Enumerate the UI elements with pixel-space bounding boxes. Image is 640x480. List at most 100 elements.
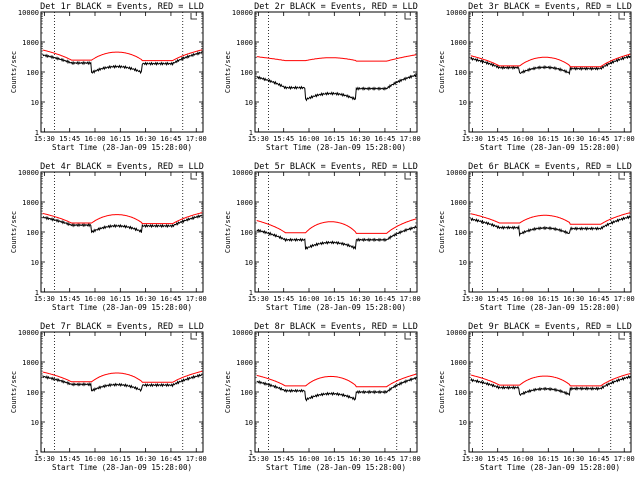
x-tick-label: 15:30: [34, 135, 55, 143]
y-tick-label: 1000: [450, 39, 467, 47]
events-series-line: [256, 225, 417, 251]
y-tick-label: 1000: [450, 359, 467, 367]
events-series-line: [256, 73, 417, 102]
plot-frame: [468, 171, 632, 293]
x-tick-label: 16:00: [298, 455, 319, 463]
y-tick-label: 10000: [18, 169, 39, 177]
events-series-line: [42, 373, 203, 393]
y-tick-label: 100: [240, 229, 253, 237]
y-axis-label: Counts/sec: [438, 211, 446, 253]
x-tick-label: 15:45: [59, 455, 80, 463]
detector-panel-1: Det 1r BLACK = Events, RED = LLD 1 10 100 10…: [10, 2, 207, 152]
x-tick-label: 16:00: [84, 295, 105, 303]
panel-title: Det 9r BLACK = Events, RED = LLD: [468, 322, 632, 332]
x-tick-label: 16:00: [298, 135, 319, 143]
x-axis-label: Start Time (28-Jan-09 15:28:00): [52, 303, 192, 312]
x-tick-label: 15:45: [487, 455, 508, 463]
detector-panel-5: Det 5r BLACK = Events, RED = LLD 1 10 100 10…: [224, 162, 421, 312]
x-tick-label: 16:15: [110, 295, 131, 303]
x-tick-label: 16:00: [512, 455, 533, 463]
y-tick-label: 1000: [22, 199, 39, 207]
detector-panel-9: Det 9r BLACK = Events, RED = LLD 1 10 100 10…: [438, 322, 635, 472]
detector-panel-3: Det 3r BLACK = Events, RED = LLD 1 10 100 10…: [438, 2, 635, 152]
y-tick-label: 1000: [236, 39, 253, 47]
plot-frame: [254, 331, 418, 453]
events-series-line: [470, 54, 631, 76]
plot-frame: [40, 11, 204, 133]
plot-frame: [254, 11, 418, 133]
lld-series-line: [256, 218, 417, 234]
y-tick-label: 100: [454, 389, 467, 397]
y-tick-label: 10: [459, 259, 467, 267]
x-tick-label: 15:30: [462, 135, 483, 143]
legend-marker: [404, 173, 411, 180]
x-tick-label: 15:30: [34, 295, 55, 303]
x-tick-label: 16:00: [298, 295, 319, 303]
x-tick-label: 16:45: [588, 455, 609, 463]
y-tick-label: 10000: [232, 329, 253, 337]
x-tick-label: 16:15: [324, 135, 345, 143]
y-tick-label: 100: [454, 69, 467, 77]
legend-marker: [190, 13, 197, 20]
x-tick-label: 17:00: [186, 135, 207, 143]
x-tick-label: 16:15: [324, 455, 345, 463]
x-tick-label: 16:45: [374, 455, 395, 463]
legend-marker: [618, 13, 625, 20]
x-tick-label: 15:30: [248, 135, 269, 143]
legend-marker: [618, 333, 625, 340]
x-tick-label: 15:45: [59, 135, 80, 143]
x-axis-label: Start Time (28-Jan-09 15:28:00): [266, 463, 406, 472]
x-tick-label: 16:30: [135, 295, 156, 303]
x-tick-label: 16:45: [588, 295, 609, 303]
legend-marker: [618, 173, 625, 180]
x-axis-label: Start Time (28-Jan-09 15:28:00): [52, 463, 192, 472]
y-tick-label: 10: [245, 99, 253, 107]
y-tick-label: 10: [245, 419, 253, 427]
x-tick-label: 17:00: [400, 455, 421, 463]
y-tick-label: 10: [245, 259, 253, 267]
x-tick-label: 15:45: [487, 295, 508, 303]
x-tick-label: 17:00: [614, 135, 635, 143]
y-tick-label: 1: [35, 129, 39, 137]
x-tick-label: 16:30: [349, 455, 370, 463]
y-tick-label: 10000: [232, 169, 253, 177]
x-tick-label: 16:00: [84, 135, 105, 143]
detector-panel-6: Det 6r BLACK = Events, RED = LLD 1 10 100 10…: [438, 162, 635, 312]
detector-panel-7: Det 7r BLACK = Events, RED = LLD 1 10 100 10…: [10, 322, 207, 472]
y-tick-label: 1: [249, 449, 253, 457]
y-tick-label: 1000: [22, 359, 39, 367]
x-tick-label: 15:30: [248, 455, 269, 463]
plot-frame: [468, 331, 632, 453]
y-tick-label: 1: [249, 129, 253, 137]
y-axis-label: Counts/sec: [438, 51, 446, 93]
x-tick-label: 15:30: [248, 295, 269, 303]
x-tick-label: 16:00: [512, 135, 533, 143]
x-tick-label: 16:45: [588, 135, 609, 143]
legend-marker: [190, 173, 197, 180]
x-tick-label: 15:30: [462, 295, 483, 303]
lld-series-line: [256, 54, 417, 62]
y-tick-label: 1: [249, 289, 253, 297]
y-axis-label: Counts/sec: [10, 51, 18, 93]
lld-series-line: [42, 49, 203, 62]
y-tick-label: 1: [463, 449, 467, 457]
y-axis-label: Counts/sec: [224, 51, 232, 93]
y-tick-label: 100: [240, 389, 253, 397]
y-tick-label: 100: [26, 229, 39, 237]
detector-panel-2: Det 2r BLACK = Events, RED = LLD 1 10 100 10…: [224, 2, 421, 152]
plot-frame: [254, 171, 418, 293]
x-axis-label: Start Time (28-Jan-09 15:28:00): [480, 303, 620, 312]
y-tick-label: 10: [31, 419, 39, 427]
x-tick-label: 16:45: [160, 135, 181, 143]
x-tick-label: 16:15: [324, 295, 345, 303]
plot-frame: [40, 171, 204, 293]
y-tick-label: 10000: [446, 9, 467, 17]
y-tick-label: 100: [454, 229, 467, 237]
x-tick-label: 16:30: [135, 135, 156, 143]
panel-title: Det 4r BLACK = Events, RED = LLD: [40, 162, 204, 172]
y-tick-label: 10: [31, 259, 39, 267]
events-series-line: [470, 374, 631, 397]
x-tick-label: 16:30: [135, 455, 156, 463]
panel-title: Det 2r BLACK = Events, RED = LLD: [254, 2, 418, 12]
y-tick-label: 1000: [236, 359, 253, 367]
